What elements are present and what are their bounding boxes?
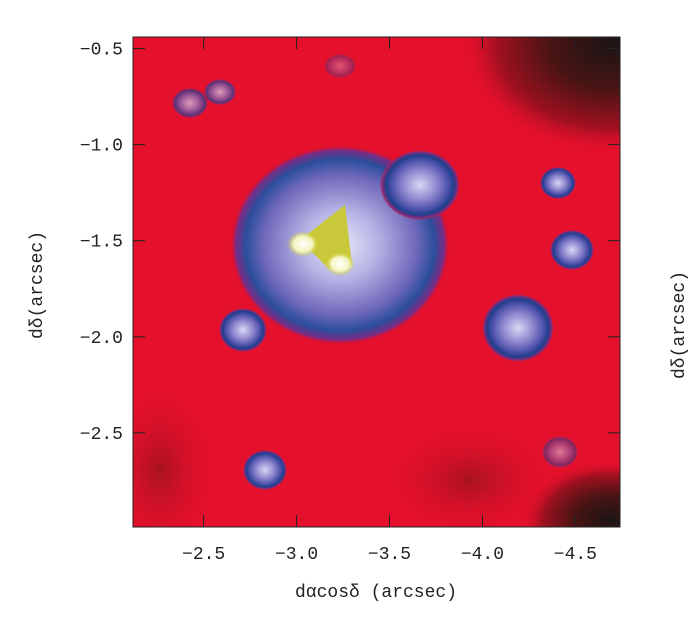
y-axis-label-right: dδ(arcsec) [670, 271, 690, 379]
plot-frame [132, 36, 621, 528]
x-tick-label: −4.0 [461, 545, 504, 565]
y-tick-label: −1.0 [80, 137, 123, 157]
y-axis-label: dδ(arcsec) [28, 231, 48, 339]
x-tick-label: −2.5 [182, 545, 225, 565]
x-tick-label: −3.5 [368, 545, 411, 565]
image [133, 37, 620, 527]
x-tick-label: −4.5 [554, 545, 597, 565]
y-tick-label: −2.0 [80, 329, 123, 349]
x-tick-label: −3.0 [275, 545, 318, 565]
y-tick-label: −0.5 [80, 41, 123, 61]
y-tick-label: −1.5 [80, 233, 123, 253]
y-tick-label: −2.5 [80, 425, 123, 445]
x-axis-label: dαcosδ (arcsec) [295, 583, 457, 603]
